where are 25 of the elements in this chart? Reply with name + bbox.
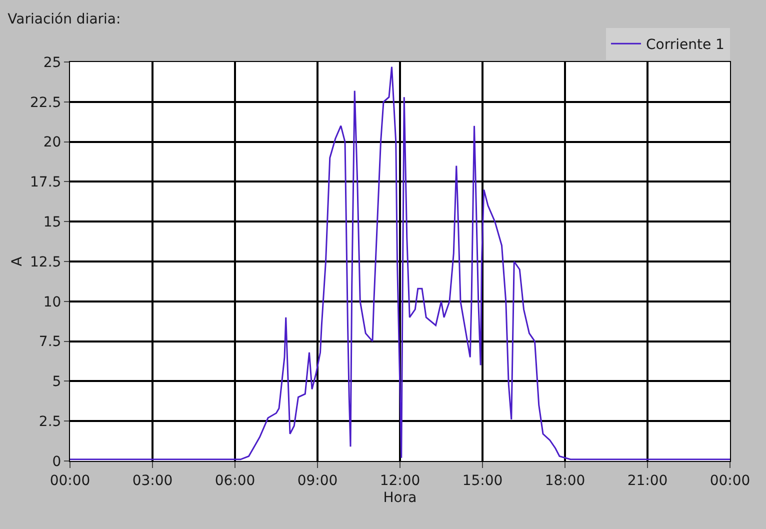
chart-title: Variación diaria: — [8, 11, 121, 28]
y-tick-label: 20 — [43, 134, 62, 151]
y-tick-label: 0 — [52, 454, 62, 470]
y-tick-label: 17.5 — [30, 174, 62, 191]
x-axis-title: Hora — [383, 490, 417, 506]
x-tick-label: 12:00 — [380, 472, 420, 489]
x-tick-label: 18:00 — [544, 472, 586, 489]
x-tick-label: 00:00 — [50, 472, 90, 489]
y-tick-label: 25 — [43, 54, 62, 71]
y-tick-label: 10 — [43, 294, 62, 310]
y-tick-label: 2.5 — [38, 414, 62, 430]
x-tick-label: 15:00 — [462, 472, 503, 489]
y-axis-title: A — [10, 256, 26, 266]
legend-label: Corriente 1 — [646, 37, 724, 54]
x-tick-label: 00:00 — [710, 472, 750, 489]
x-tick-label: 21:00 — [627, 472, 668, 489]
y-tick-label: 15 — [43, 214, 62, 230]
x-tick-label: 09:00 — [297, 472, 338, 489]
x-tick-label: 03:00 — [132, 472, 173, 489]
y-tick-label: 12.5 — [30, 254, 62, 270]
x-tick-label: 06:00 — [214, 472, 256, 489]
y-tick-label: 5 — [52, 374, 62, 390]
y-tick-label: 7.5 — [38, 334, 62, 350]
y-tick-label: 22.5 — [30, 94, 62, 111]
line-series — [70, 66, 730, 460]
